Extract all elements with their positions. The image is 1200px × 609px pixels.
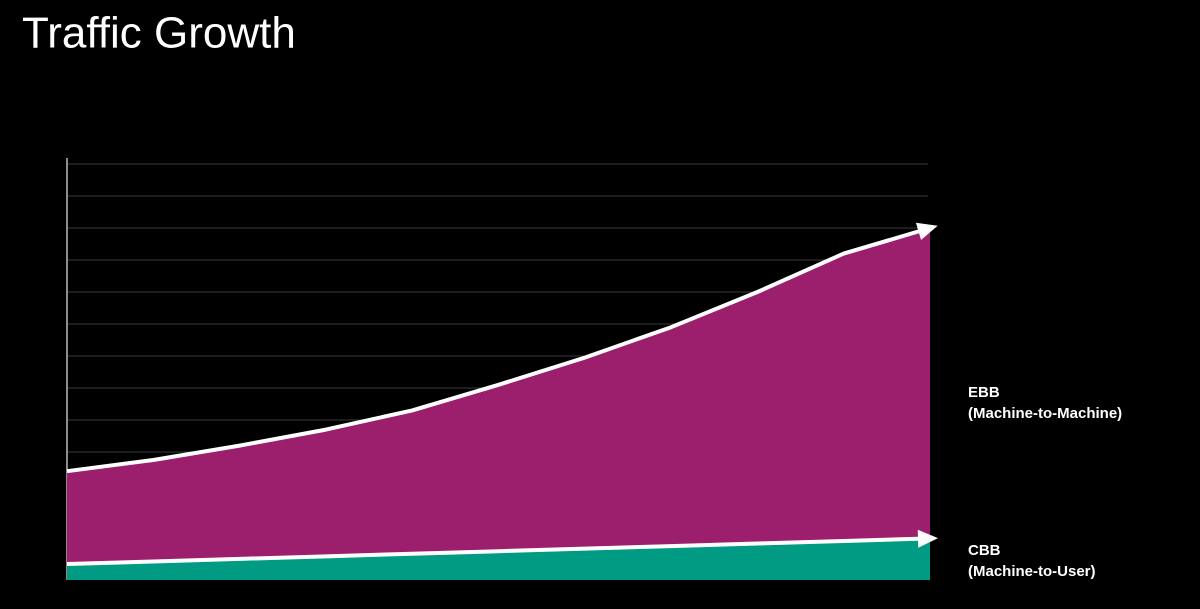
series-line — [66, 226, 931, 474]
arrow-head — [917, 529, 938, 548]
chart-title: Traffic Growth — [22, 9, 296, 58]
area — [67, 228, 930, 564]
legend-name: CBB — [968, 542, 1001, 559]
arrow-head — [915, 222, 938, 241]
legend-name: EBB — [968, 384, 1000, 401]
legend-description: (Machine-to-User) — [968, 563, 1096, 580]
area — [67, 538, 930, 580]
series-line — [66, 536, 931, 566]
legend-description: (Machine-to-Machine) — [968, 405, 1122, 422]
